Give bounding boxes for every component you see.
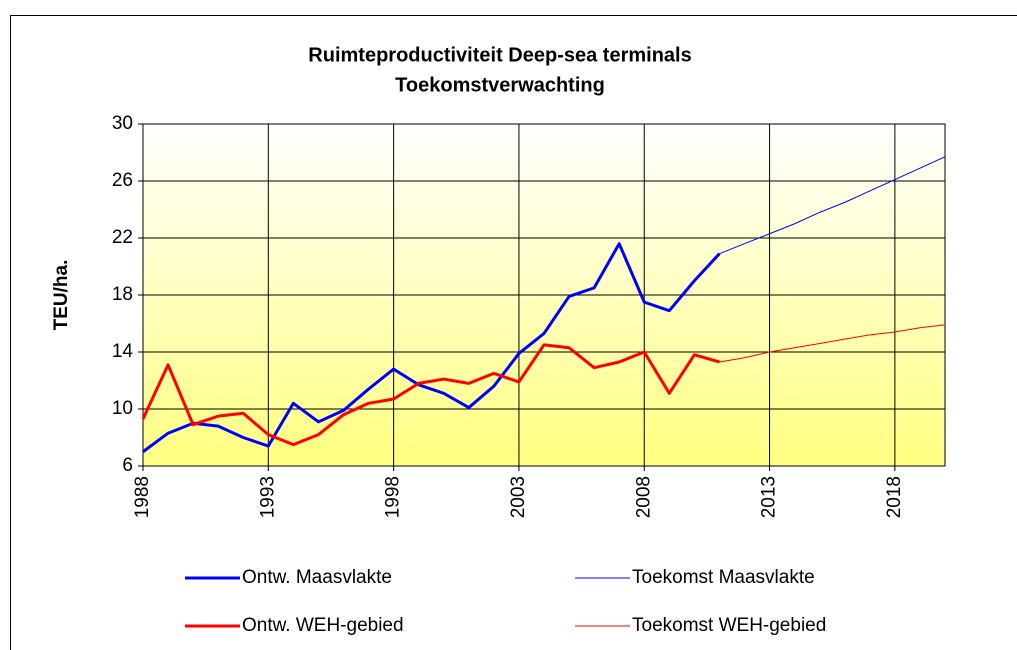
x-tick-label: 2013 [759,476,780,518]
series-line [719,156,946,255]
x-tick-label: 1988 [132,476,153,518]
legend-label: Toekomst WEH-gebied [632,615,826,636]
y-tick-label: 22 [112,227,133,248]
y-axis-label: TEU/ha. [51,260,72,331]
x-tick-label: 1993 [257,476,278,518]
chart-title: Ruimteproductiviteit Deep-sea terminals [308,44,691,66]
y-tick-label: 14 [112,341,134,362]
legend-label: Ontw. Maasvlakte [242,567,392,588]
y-tick-label: 6 [122,455,133,476]
legend-label: Ontw. WEH-gebied [242,615,404,636]
x-tick-label: 1998 [383,476,404,518]
series-line [719,324,946,363]
y-tick-label: 18 [112,284,133,305]
chart-subtitle: Toekomstverwachting [395,74,605,96]
y-tick-label: 10 [112,398,133,419]
y-tick-label: 26 [112,170,133,191]
legend-label: Toekomst Maasvlakte [632,567,815,588]
x-tick-label: 2008 [633,476,654,518]
y-tick-label: 30 [112,113,133,134]
x-tick-label: 2018 [884,476,905,518]
series-line [142,242,721,453]
series-line [141,343,720,447]
x-tick-label: 2003 [508,476,529,518]
